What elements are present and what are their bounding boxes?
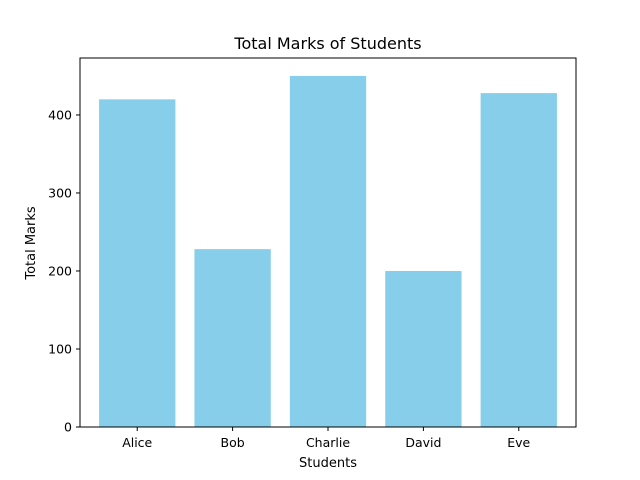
bar-eve [480,93,557,427]
x-axis: Alice Bob Charlie David Eve [122,427,531,450]
y-tick-label: 100 [48,341,72,356]
bar-bob [194,249,271,427]
y-axis: 0 100 200 300 400 [48,107,80,435]
y-tick-label: 0 [64,420,72,435]
x-axis-label: Students [299,456,357,471]
chart-title: Total Marks of Students [233,34,421,53]
x-tick-label: Alice [122,435,152,450]
x-tick-label: Charlie [306,435,350,450]
bar-david [385,270,462,427]
y-tick-label: 300 [48,185,72,200]
y-tick-label: 200 [48,263,72,278]
plot-frame [79,57,577,428]
y-axis-label: Total Marks [24,206,39,281]
bar-charlie [289,75,367,427]
x-tick-label: Bob [221,435,245,450]
bars-group [99,75,557,427]
x-tick-label: David [405,435,441,450]
x-tick-label: Eve [507,435,530,450]
bar-alice [99,99,176,427]
y-tick-label: 400 [48,107,72,122]
